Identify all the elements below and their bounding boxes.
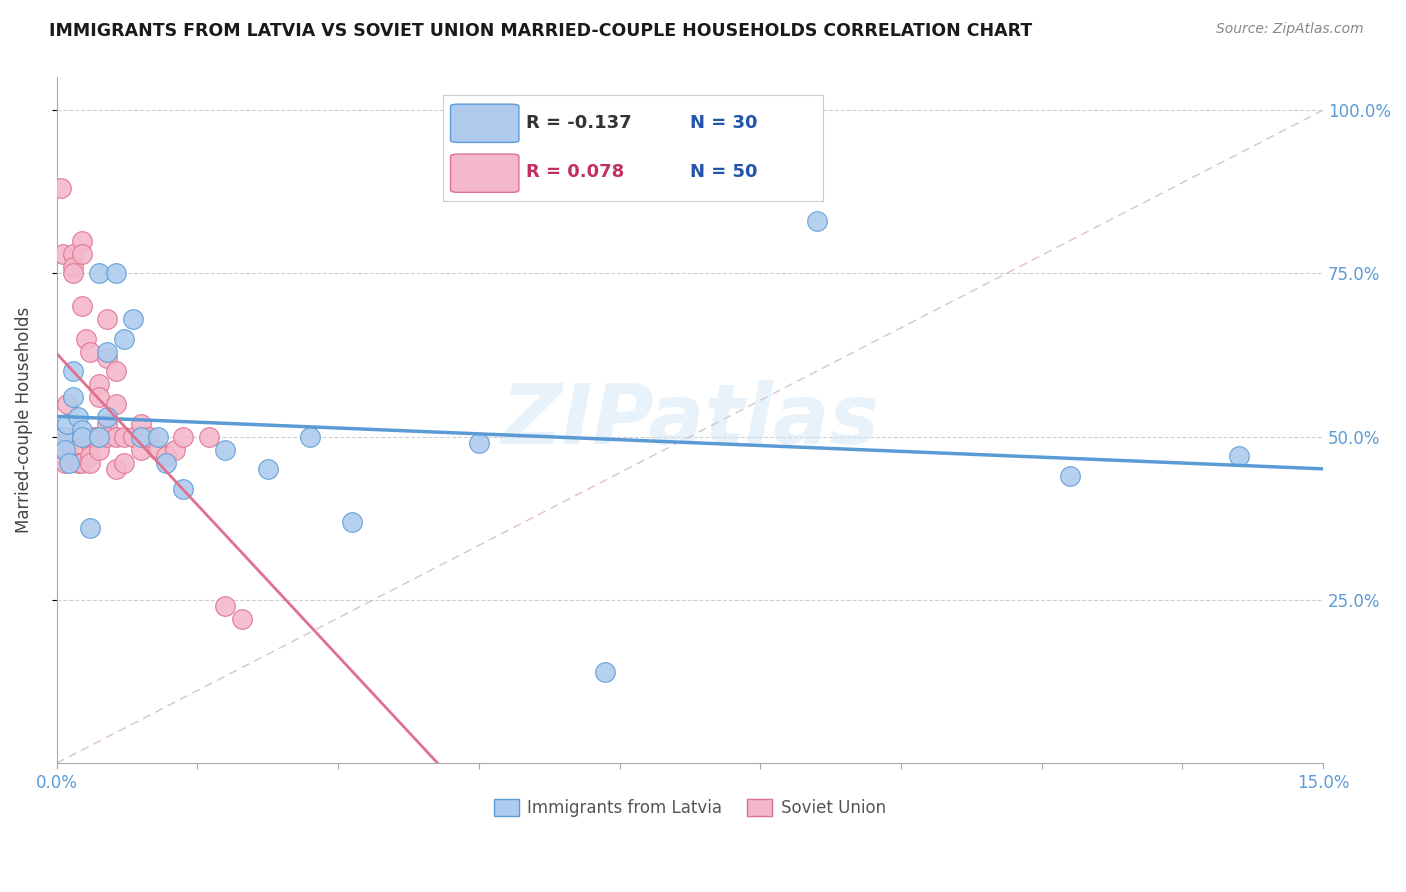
Point xyxy=(112,332,135,346)
Point xyxy=(96,312,118,326)
Point xyxy=(146,442,169,457)
Point xyxy=(62,391,84,405)
Point xyxy=(172,482,194,496)
Point xyxy=(163,442,186,457)
Point xyxy=(55,397,77,411)
Point xyxy=(79,429,101,443)
Point xyxy=(214,599,236,614)
Point xyxy=(70,299,93,313)
Point xyxy=(52,429,75,443)
Point xyxy=(58,456,80,470)
Y-axis label: Married-couple Households: Married-couple Households xyxy=(15,307,32,533)
Point xyxy=(83,429,105,443)
Point xyxy=(214,442,236,457)
Point xyxy=(66,456,89,470)
Legend: Immigrants from Latvia, Soviet Union: Immigrants from Latvia, Soviet Union xyxy=(488,792,893,823)
Point xyxy=(96,351,118,366)
Point xyxy=(96,410,118,425)
Point xyxy=(129,417,152,431)
Point xyxy=(129,442,152,457)
Point xyxy=(62,442,84,457)
Point xyxy=(58,429,80,443)
Point xyxy=(49,181,72,195)
Point xyxy=(112,456,135,470)
Point xyxy=(96,429,118,443)
Point xyxy=(70,456,93,470)
Point xyxy=(58,436,80,450)
Point xyxy=(87,429,110,443)
Point xyxy=(121,429,143,443)
Point xyxy=(53,442,76,457)
Point xyxy=(595,665,617,679)
Point xyxy=(62,260,84,274)
Point xyxy=(66,410,89,425)
Point xyxy=(340,515,363,529)
Point xyxy=(155,456,177,470)
Point xyxy=(79,521,101,535)
Text: ZIPatlas: ZIPatlas xyxy=(501,380,879,461)
Point xyxy=(55,417,77,431)
Point xyxy=(53,456,76,470)
Point xyxy=(75,332,97,346)
Point xyxy=(87,429,110,443)
Point xyxy=(96,344,118,359)
Point xyxy=(96,417,118,431)
Point xyxy=(231,612,253,626)
Point xyxy=(172,429,194,443)
Point xyxy=(70,429,93,443)
Point xyxy=(79,436,101,450)
Point xyxy=(256,462,278,476)
Point xyxy=(1059,468,1081,483)
Point xyxy=(70,234,93,248)
Point xyxy=(146,429,169,443)
Point xyxy=(298,429,321,443)
Point xyxy=(1227,449,1250,463)
Point xyxy=(87,391,110,405)
Point xyxy=(70,423,93,437)
Point xyxy=(806,214,828,228)
Point xyxy=(53,449,76,463)
Point xyxy=(104,429,127,443)
Point xyxy=(129,429,152,443)
Point xyxy=(62,364,84,378)
Point xyxy=(155,449,177,463)
Point xyxy=(87,377,110,392)
Point xyxy=(79,456,101,470)
Point xyxy=(104,397,127,411)
Point xyxy=(87,442,110,457)
Text: Source: ZipAtlas.com: Source: ZipAtlas.com xyxy=(1216,22,1364,37)
Point xyxy=(52,246,75,260)
Point xyxy=(53,442,76,457)
Point xyxy=(104,364,127,378)
Point xyxy=(104,266,127,280)
Point xyxy=(138,429,160,443)
Point xyxy=(62,246,84,260)
Point xyxy=(79,344,101,359)
Point xyxy=(468,436,491,450)
Point xyxy=(87,266,110,280)
Point xyxy=(79,449,101,463)
Point xyxy=(104,462,127,476)
Point xyxy=(112,429,135,443)
Point xyxy=(51,429,73,443)
Point xyxy=(62,266,84,280)
Point xyxy=(70,246,93,260)
Point xyxy=(197,429,219,443)
Point xyxy=(121,312,143,326)
Text: IMMIGRANTS FROM LATVIA VS SOVIET UNION MARRIED-COUPLE HOUSEHOLDS CORRELATION CHA: IMMIGRANTS FROM LATVIA VS SOVIET UNION M… xyxy=(49,22,1032,40)
